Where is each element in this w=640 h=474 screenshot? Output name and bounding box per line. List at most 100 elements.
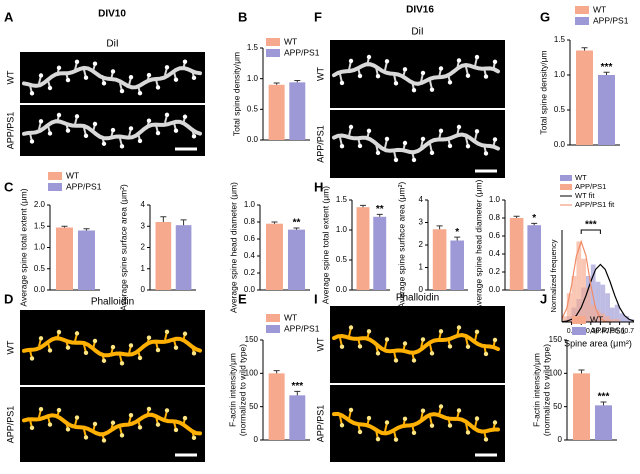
- y-axis-label: (normalized to wild type): [237, 344, 247, 436]
- legend-swatch: [572, 327, 586, 335]
- histogram-bar: [614, 319, 620, 322]
- spine-head: [393, 358, 399, 363]
- x-tick-label: 0.5: [605, 328, 615, 335]
- spine-head: [164, 408, 170, 413]
- spine-head: [474, 416, 480, 421]
- y-tick-label: 4: [141, 200, 146, 209]
- spine-head: [110, 69, 116, 74]
- spine-head: [29, 139, 35, 144]
- legend-swatch: [575, 17, 589, 25]
- spine-head: [74, 114, 80, 119]
- bar: [78, 230, 95, 290]
- spine-head: [339, 144, 345, 149]
- spine-head: [65, 427, 71, 432]
- spine-head: [119, 88, 125, 94]
- panel-label: D: [4, 291, 13, 306]
- y-tick-label: 1.0: [489, 195, 501, 204]
- error-bar: [578, 369, 585, 374]
- spine-head: [393, 437, 399, 442]
- y-axis-label: Total spine density/μm: [231, 52, 241, 136]
- histogram-bar: [595, 281, 601, 322]
- legend-label: APP/PS1: [575, 182, 606, 191]
- y-tick-label: 2: [419, 240, 424, 249]
- spine-head: [56, 329, 62, 335]
- spine-head: [56, 112, 62, 118]
- y-tick-label: 0.2: [244, 268, 256, 277]
- spine-head: [137, 91, 143, 96]
- y-tick-label: 1.0: [247, 74, 259, 83]
- bar: [175, 225, 192, 290]
- y-tick-label: 1: [419, 263, 424, 272]
- histogram-bar: [619, 313, 625, 322]
- y-axis-label: F-actin intensity/μm: [531, 353, 541, 427]
- row-label: WT: [315, 337, 325, 351]
- legend-swatch: [266, 49, 280, 57]
- bar: [373, 216, 387, 290]
- spine-head: [65, 77, 71, 83]
- spine-head: [438, 66, 444, 71]
- spine-head: [92, 61, 98, 66]
- x-tick-label: 0.3: [586, 328, 596, 335]
- y-tick-label: 0.2: [489, 267, 501, 276]
- stain-label: DiI: [411, 27, 423, 38]
- row-label: APP/PS1: [315, 405, 325, 443]
- stain-label: Phalloidin: [91, 297, 134, 308]
- histogram-bar: [610, 319, 615, 322]
- panel-label: B: [238, 9, 247, 24]
- spine-head: [384, 420, 390, 425]
- spine-head: [191, 435, 197, 441]
- spine-head: [447, 143, 453, 149]
- spine-head: [357, 143, 363, 149]
- bar: [56, 227, 73, 290]
- spine-head: [420, 337, 426, 342]
- spine-head: [492, 59, 498, 64]
- spine-head: [29, 356, 35, 361]
- spine-head: [474, 329, 480, 335]
- legend-swatch: [575, 6, 589, 14]
- spine-head: [456, 408, 462, 413]
- spine-head: [92, 421, 98, 427]
- spine-head: [65, 128, 71, 133]
- spine-head: [182, 114, 188, 119]
- spine-head: [456, 124, 462, 130]
- bar: [450, 240, 464, 290]
- significance-bracket: [580, 229, 601, 234]
- histogram-bar: [566, 293, 572, 322]
- spine-head: [38, 406, 44, 412]
- dendrite: [332, 62, 500, 86]
- spine-head: [438, 128, 444, 134]
- spine-head: [465, 430, 471, 435]
- legend-label: APP/PS1: [66, 181, 102, 191]
- histogram-bar: [590, 264, 596, 322]
- spine-head: [146, 406, 152, 412]
- spine-head: [173, 77, 179, 82]
- spine-head: [128, 126, 134, 131]
- legend-label: APP/PS1 fit: [575, 200, 615, 209]
- spine-head: [101, 358, 107, 363]
- spine-head: [38, 336, 44, 341]
- x-tick-label: 0.7: [624, 328, 634, 335]
- spine-head: [465, 144, 471, 149]
- histogram-bar: [571, 276, 577, 322]
- bar: [573, 373, 590, 440]
- spine-head: [393, 81, 399, 86]
- y-tick-label: 0: [558, 435, 563, 444]
- y-axis-label: Average spine surface area (μm²): [118, 184, 128, 311]
- panel-label: A: [4, 9, 14, 24]
- dendrite: [332, 132, 500, 155]
- spine-head: [375, 74, 381, 79]
- spine-head: [492, 337, 498, 343]
- spine-head: [191, 134, 197, 139]
- bar: [155, 222, 172, 290]
- spine-head: [411, 157, 417, 163]
- histogram-bar: [581, 258, 586, 322]
- spine-head: [456, 325, 462, 330]
- y-axis-label: Average spine total extent (μm): [18, 188, 28, 306]
- spine-head: [146, 335, 152, 340]
- error-bar: [513, 215, 520, 218]
- row-label: APP/PS1: [5, 406, 15, 444]
- spine-head: [173, 128, 179, 133]
- spine-head: [384, 59, 390, 64]
- y-tick-label: 0: [141, 285, 146, 294]
- legend-swatch: [48, 183, 62, 191]
